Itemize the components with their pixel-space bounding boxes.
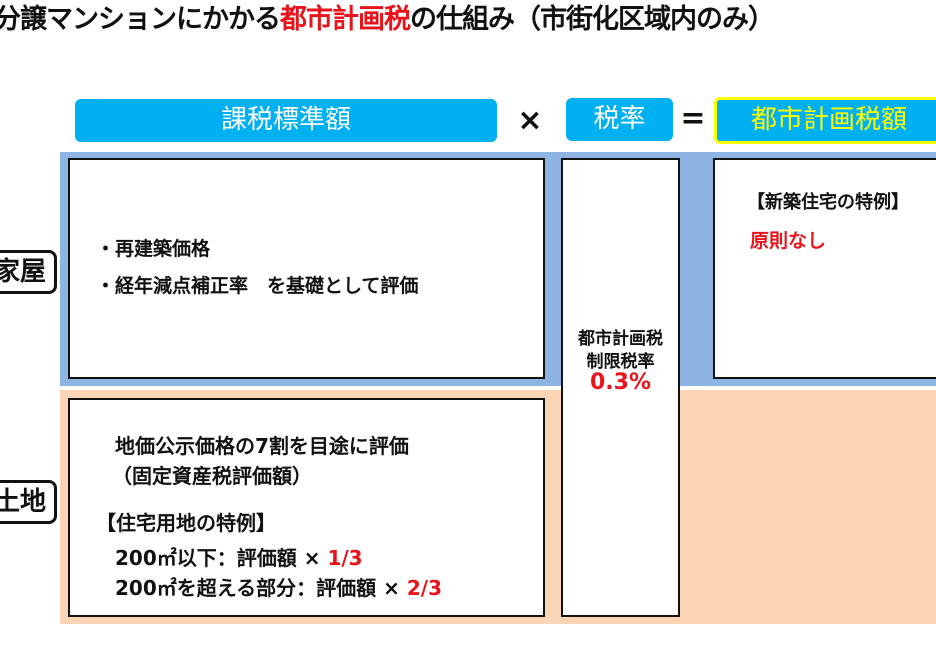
rate-line-1: 都市計画税 [578,329,663,349]
land-rule-1-value: 1/3 [327,546,363,570]
title-highlight: 都市計画税 [280,4,411,35]
house-special-title: 【新築住宅の特例】 [747,192,909,213]
land-line-2: （固定資産税評価額） [112,464,312,488]
title-text-end: の仕組み（市街化区域内のみ） [410,4,775,35]
base-amount-label: 課税標準額 [75,99,497,142]
tax-rate-label: 税率 [566,98,673,141]
times-sign: × [517,103,543,138]
page-title: 分譲マンションにかかる都市計画税の仕組み（市街化区域内のみ） [0,0,775,40]
city-planning-tax-label: 都市計画税額 [714,97,936,144]
house-line-2: ・経年減点補正率 を基礎として評価 [96,275,419,297]
rate-value: 0.3% [589,370,651,395]
house-label: 家屋 [0,250,57,294]
title-text: 分譲マンションにかかる [0,4,281,35]
rate-column: 都市計画税 制限税率 0.3% [561,158,680,617]
land-rule-2: 200㎡を超える部分：評価額 × 2/3 [115,576,442,600]
land-line-1: 地価公示価格の7割を目途に評価 [115,434,409,458]
land-special-title: 【住宅用地の特例】 [96,511,276,535]
house-special-value: 原則なし [750,230,827,252]
land-label: 土地 [0,480,57,524]
rate-line-2: 制限税率 [586,352,655,372]
house-special-box: 【新築住宅の特例】 原則なし [713,158,936,379]
land-assessment-box: 地価公示価格の7割を目途に評価 （固定資産税評価額） 【住宅用地の特例】 200… [68,398,545,617]
land-rule-2-value: 2/3 [406,576,442,600]
house-assessment-box: ・再建築価格 ・経年減点補正率 を基礎として評価 [68,158,545,379]
house-line-1: ・再建築価格 [96,238,211,260]
land-rule-1: 200㎡以下：評価額 × 1/3 [115,546,363,570]
equals-sign: = [680,101,706,136]
